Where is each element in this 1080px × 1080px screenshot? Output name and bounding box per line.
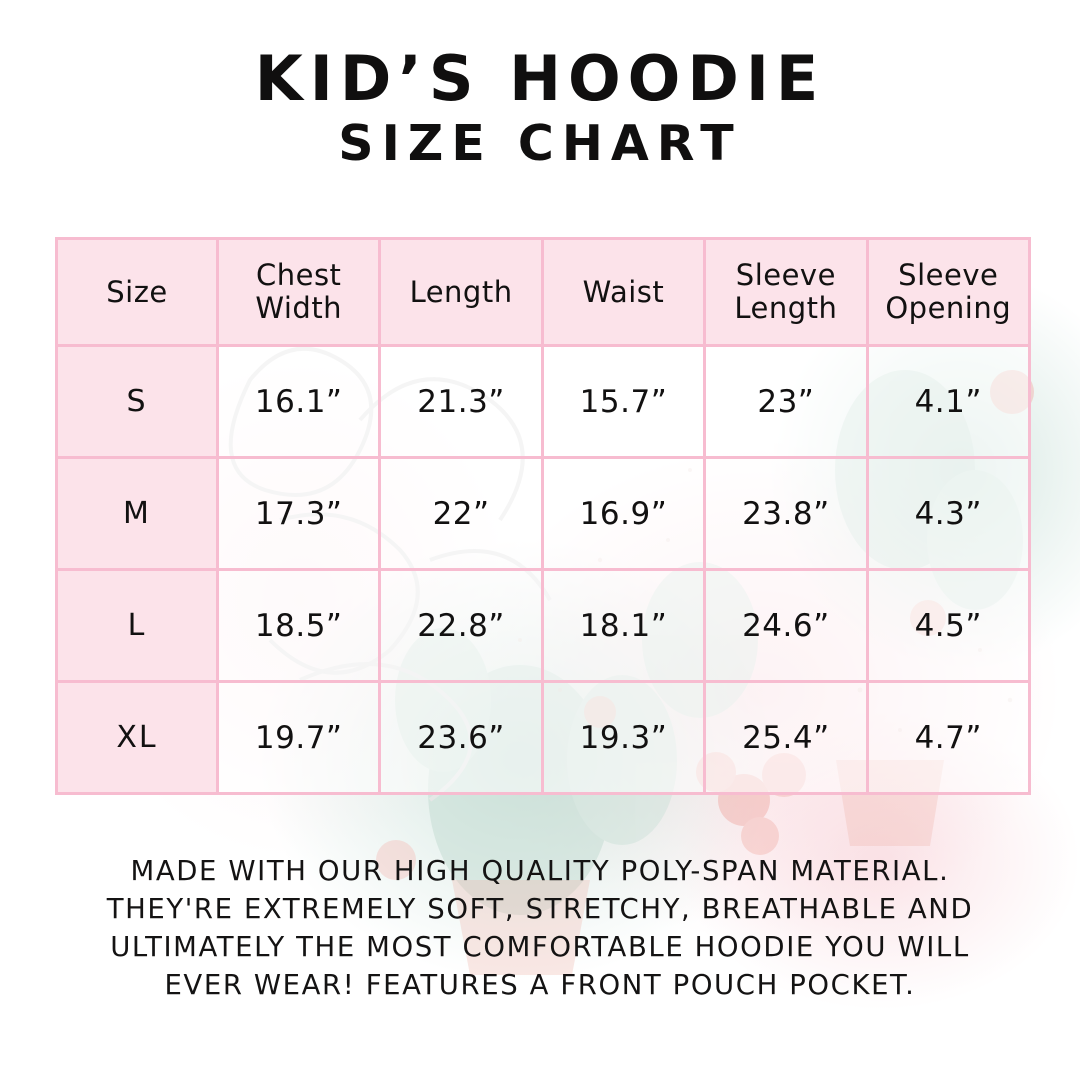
table-row: L 18.5” 22.8” 18.1” 24.6” 4.5” <box>55 568 1031 683</box>
cell-chest-width: 16.1” <box>215 344 382 459</box>
column-header-length-l1: Length <box>409 274 513 309</box>
column-header-size: Size <box>55 237 219 347</box>
cell-size: XL <box>55 680 219 795</box>
column-header-sleeve-opening-l2: Opening <box>885 291 1012 325</box>
size-chart-table: Size Chest Width Length Waist <box>55 237 1031 795</box>
cell-sleeve-length: 24.6” <box>703 568 869 683</box>
column-header-size-l1: Size <box>106 274 168 309</box>
column-header-chest-width-l1: Chest <box>255 258 342 292</box>
cell-length: 21.3” <box>378 344 544 459</box>
description-line-2: THEY'RE EXTREMELY SOFT, STRETCHY, BREATH… <box>106 893 974 925</box>
cell-chest-width: 18.5” <box>215 568 382 683</box>
column-header-chest-width: Chest Width <box>215 237 382 347</box>
cell-waist: 16.9” <box>540 456 707 571</box>
page-title: KID’S HOODIE SIZE CHART <box>0 46 1080 172</box>
column-header-sleeve-length-l2: Length <box>734 291 838 325</box>
cell-sleeve-opening: 4.5” <box>865 568 1031 683</box>
column-header-sleeve-length: Sleeve Length <box>703 237 869 347</box>
cell-sleeve-length: 23” <box>703 344 869 459</box>
cell-chest-width: 17.3” <box>215 456 382 571</box>
table-row: XL 19.7” 23.6” 19.3” 25.4” 4.7” <box>55 680 1031 795</box>
cell-size: M <box>55 456 219 571</box>
cell-waist: 18.1” <box>540 568 707 683</box>
title-line-1: KID’S HOODIE <box>254 42 826 115</box>
column-header-waist-l1: Waist <box>582 274 665 309</box>
table-header-row: Size Chest Width Length Waist <box>55 237 1031 347</box>
column-header-sleeve-opening-l1: Sleeve <box>898 258 999 292</box>
cell-size: S <box>55 344 219 459</box>
cell-size: L <box>55 568 219 683</box>
table-header: Size Chest Width Length Waist <box>55 237 1031 347</box>
description-line-1: MADE WITH OUR HIGH QUALITY POLY-SPAN MAT… <box>130 855 950 887</box>
description-line-4: EVER WEAR! FEATURES A FRONT POUCH POCKET… <box>164 969 916 1001</box>
cell-sleeve-length: 25.4” <box>703 680 869 795</box>
cell-waist: 15.7” <box>540 344 707 459</box>
table-row: M 17.3” 22” 16.9” 23.8” 4.3” <box>55 456 1031 571</box>
cell-chest-width: 19.7” <box>215 680 382 795</box>
material-description: MADE WITH OUR HIGH QUALITY POLY-SPAN MAT… <box>0 852 1080 1004</box>
column-header-sleeve-opening: Sleeve Opening <box>865 237 1031 347</box>
cell-waist: 19.3” <box>540 680 707 795</box>
cell-sleeve-opening: 4.3” <box>865 456 1031 571</box>
table-row: S 16.1” 21.3” 15.7” 23” 4.1” <box>55 344 1031 459</box>
description-line-3: ULTIMATELY THE MOST COMFORTABLE HOODIE Y… <box>110 931 970 963</box>
column-header-length: Length <box>378 237 544 347</box>
size-chart-table-wrapper: Size Chest Width Length Waist <box>55 237 1031 795</box>
cell-length: 22” <box>378 456 544 571</box>
table-body: S 16.1” 21.3” 15.7” 23” 4.1” M 17.3” 22”… <box>55 344 1031 795</box>
cell-sleeve-opening: 4.7” <box>865 680 1031 795</box>
title-line-2: SIZE CHART <box>338 115 742 172</box>
cell-sleeve-length: 23.8” <box>703 456 869 571</box>
column-header-waist: Waist <box>540 237 707 347</box>
cell-length: 22.8” <box>378 568 544 683</box>
cell-sleeve-opening: 4.1” <box>865 344 1031 459</box>
column-header-chest-width-l2: Width <box>255 291 343 325</box>
column-header-sleeve-length-l1: Sleeve <box>735 258 836 292</box>
cell-length: 23.6” <box>378 680 544 795</box>
